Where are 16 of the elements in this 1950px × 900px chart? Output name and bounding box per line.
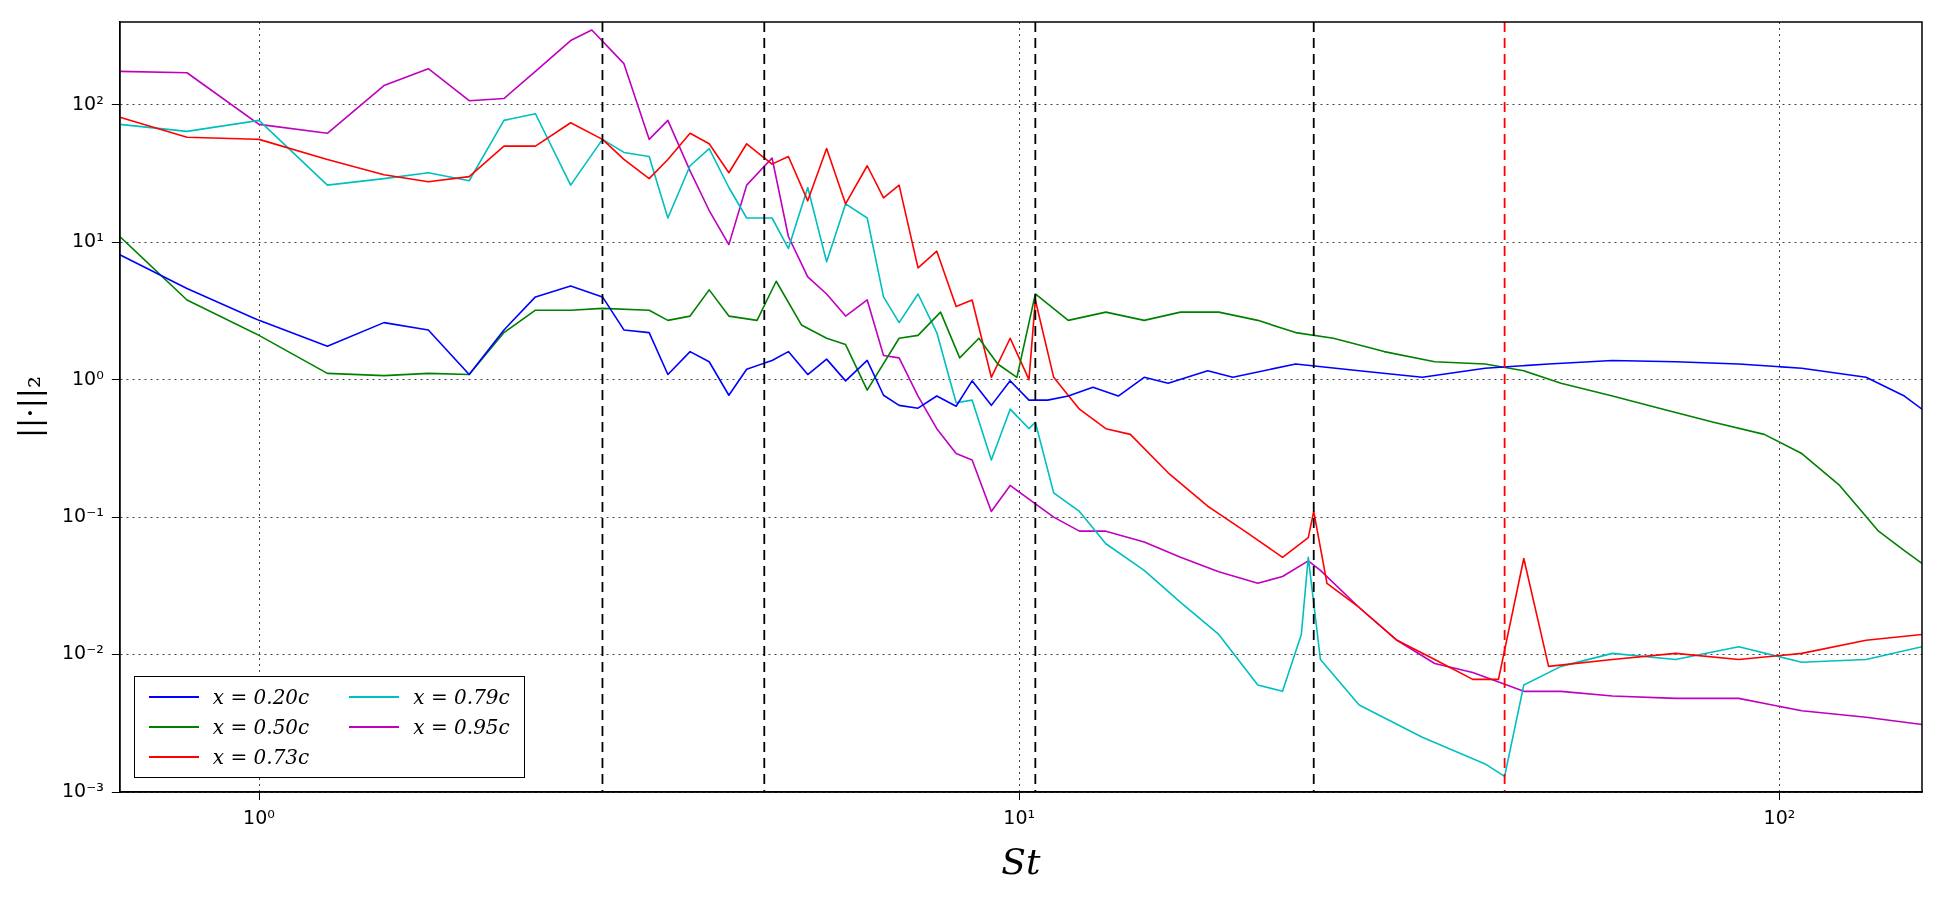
y-tick-label: 10⁰: [72, 366, 104, 389]
y-tick-label: 10²: [72, 91, 104, 114]
y-tick-label: 10⁻¹: [61, 504, 104, 527]
x-axis-title: St: [1001, 840, 1041, 882]
legend-label: x = 0.20c: [212, 685, 310, 709]
y-tick-label: 10⁻³: [61, 778, 104, 801]
legend-label: x = 0.95c: [413, 715, 510, 739]
y-axis-title: ||·||₂: [11, 376, 47, 438]
x-tick-label: 10¹: [1003, 806, 1036, 829]
legend-label: x = 0.79c: [413, 685, 510, 709]
y-tick-label: 10⁻²: [61, 641, 104, 664]
x-tick-label: 10²: [1763, 806, 1796, 829]
y-tick-label: 10¹: [72, 229, 104, 252]
legend-label: x = 0.73c: [212, 745, 310, 769]
x-tick-label: 10⁰: [243, 806, 275, 829]
legend-label: x = 0.50c: [212, 715, 310, 739]
